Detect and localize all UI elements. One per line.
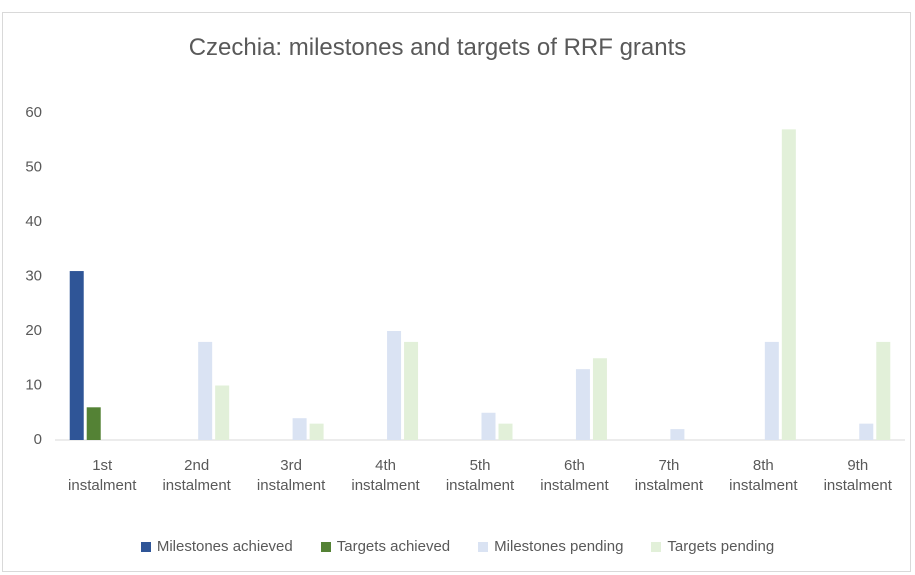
y-tick-label: 10 [25,376,42,393]
bar [481,412,496,440]
x-tick-label: 6th instalment [540,457,609,494]
y-tick-label: 40 [25,213,42,230]
bar [670,429,685,440]
bar [309,423,324,440]
x-tick-label: 2nd instalment [162,457,231,494]
y-tick-label: 0 [34,431,42,448]
legend-swatch [478,541,489,552]
bar [498,423,513,440]
legend-item: Targets achieved [320,538,451,555]
bar [592,358,607,440]
y-tick-label: 30 [25,267,42,284]
chart-title: Czechia: milestones and targets of RRF g… [188,34,687,61]
legend-label: Targets pending [667,538,775,555]
bar [69,271,84,440]
x-tick-label: 8th instalment [729,457,798,494]
x-tick-label: 1st instalment [68,457,137,494]
chart-frame [2,12,911,572]
x-tick-label: 3rd instalment [256,457,326,494]
legend-swatch [320,541,331,552]
x-tick-label: 9th instalment [823,457,892,494]
bar [404,341,419,440]
bar [198,341,213,440]
legend-swatch [651,541,662,552]
bar [764,341,779,440]
legend-item: Milestones pending [478,538,623,555]
bar [387,331,402,440]
x-tick-label: 5th instalment [445,457,515,494]
bar [859,423,874,440]
bar [215,385,230,440]
legend-label: Targets achieved [336,538,451,555]
bar [292,418,307,440]
y-tick-label: 20 [25,322,42,339]
x-tick-label: 7th instalment [634,457,704,494]
legend-label: Milestones achieved [156,538,293,555]
bar [781,129,796,440]
x-tick-label: 4th instalment [351,457,420,494]
bar [876,341,891,440]
legend-swatch [140,541,151,552]
legend: Milestones achieved Targets achieved Miles… [0,538,915,555]
bar [575,369,590,440]
legend-item: Milestones achieved [140,538,293,555]
y-tick-label: 50 [25,158,42,175]
legend-item: Targets pending [651,538,774,555]
y-tick-label: 60 [25,104,42,121]
legend-label: Milestones pending [494,538,624,555]
bar [86,407,101,440]
